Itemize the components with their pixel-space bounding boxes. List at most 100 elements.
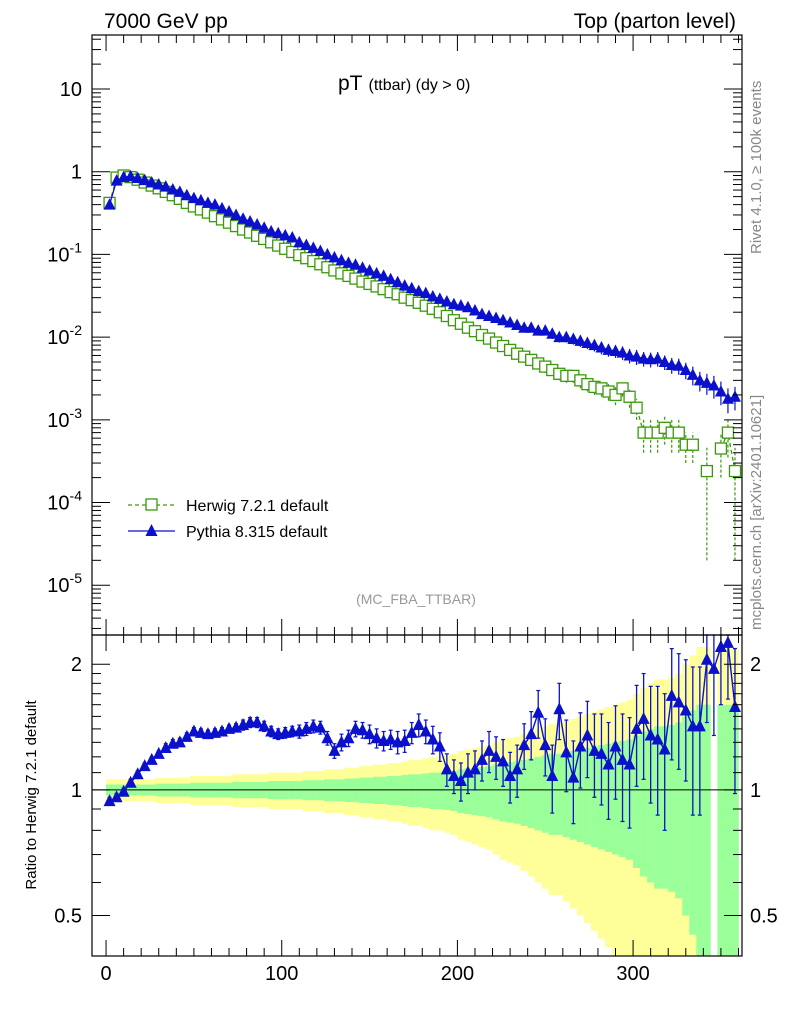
pythia-marker [714, 384, 727, 397]
pythia-marker [208, 198, 221, 210]
band-1sigma [492, 764, 500, 820]
ratio-marker [546, 768, 559, 781]
ratio-marker [623, 757, 636, 770]
pythia-marker [110, 174, 123, 186]
pythia-marker [370, 266, 383, 279]
ratio-marker [356, 723, 369, 736]
header-left: 7000 GeV pp [104, 10, 228, 33]
pythia-marker [419, 286, 432, 299]
ratio-marker [342, 731, 355, 744]
ratio-marker [124, 775, 137, 788]
ratio-marker [405, 725, 418, 738]
band-1sigma [562, 752, 571, 838]
ratio-marker [251, 715, 264, 728]
x-tick-label: 0 [100, 963, 111, 985]
ratio-marker [194, 725, 207, 738]
watermark: (MC_FBA_TTBAR) [356, 591, 476, 607]
ratio-marker [468, 762, 481, 775]
ratio-marker [539, 738, 552, 751]
ratio-marker [553, 702, 566, 715]
ratio-marker [630, 721, 643, 734]
ratio-marker [349, 721, 362, 734]
pythia-marker [103, 198, 116, 210]
ratio-axis-ticks [92, 635, 742, 957]
pythia-marker [152, 178, 165, 190]
pythia-marker [440, 294, 453, 307]
band-1sigma [422, 773, 430, 808]
pythia-marker [567, 332, 580, 344]
ratio-marker [560, 745, 573, 758]
pythia-marker [201, 196, 214, 208]
ratio-marker [159, 740, 172, 753]
herwig-marker [672, 426, 685, 439]
ratio-marker [721, 635, 734, 648]
pythia-marker [651, 352, 664, 364]
ratio-marker [616, 752, 629, 765]
ratio-marker [103, 794, 116, 807]
ratio-marker [461, 765, 474, 778]
herwig-series [103, 169, 742, 561]
main-series-group [103, 169, 742, 561]
pythia-marker [412, 284, 425, 297]
main-y-tick-label: 10 [60, 79, 82, 101]
main-y-tick-label: 10-5 [47, 570, 82, 597]
pythia-marker [131, 171, 144, 183]
pythia-marker [511, 318, 524, 331]
ratio-marker [328, 743, 341, 756]
pythia-marker [384, 272, 397, 285]
ratio-pythia-series [103, 634, 741, 831]
pythia-marker [454, 299, 467, 311]
ratio-marker [258, 719, 271, 732]
main-y-tick-labels: 10-5 10-4 10-3 10-2 10-1 1 10 [47, 79, 82, 597]
pythia-marker [623, 348, 636, 361]
ratio-marker [574, 739, 587, 752]
band-1sigma [408, 774, 416, 807]
ratio-marker [672, 695, 685, 708]
ratio-marker [335, 735, 348, 748]
ratio-marker [265, 724, 278, 737]
ratio-marker [497, 754, 510, 767]
herwig-marker [728, 464, 742, 478]
pythia-marker [490, 311, 503, 324]
pythia-series [103, 169, 741, 414]
ratio-marker [187, 724, 200, 737]
herwig-marker [721, 426, 735, 439]
ratio-marker [525, 727, 538, 740]
pythia-marker [461, 300, 474, 313]
ratio-marker [412, 718, 425, 731]
pythia-marker [194, 193, 207, 206]
band-1sigma [443, 771, 451, 811]
ratio-y-tick-label-left: 0.5 [54, 906, 82, 928]
ratio-marker [714, 639, 727, 652]
pythia-marker [672, 359, 685, 371]
band-1sigma [436, 772, 444, 809]
ratio-marker [518, 738, 531, 751]
pythia-marker [426, 289, 439, 302]
legend-entry-herwig: Herwig 7.2.1 default [128, 498, 329, 515]
pythia-marker [321, 247, 334, 260]
ratio-marker [532, 705, 545, 718]
pythia-marker [356, 261, 369, 273]
band-1sigma [717, 704, 725, 956]
ratio-marker [504, 768, 517, 781]
band-1sigma [689, 710, 697, 935]
ratio-marker [180, 729, 193, 742]
pythia-marker [679, 363, 692, 376]
ratio-marker [567, 770, 580, 783]
band-1sigma [583, 747, 592, 845]
ratio-marker [370, 731, 383, 744]
pythia-marker [307, 241, 320, 253]
pythia-marker [138, 173, 151, 186]
legend-label-herwig: Herwig 7.2.1 default [186, 498, 329, 515]
pythia-marker [539, 324, 552, 336]
pythia-marker [187, 191, 200, 204]
ratio-ylabel: Ratio to Herwig 7.2.1 default [23, 700, 40, 890]
ratio-marker [581, 728, 594, 741]
ratio-marker [693, 719, 706, 732]
band-1sigma [527, 758, 536, 829]
ratio-marker [131, 767, 144, 780]
ratio-marker [700, 652, 713, 665]
ratio-marker [454, 774, 467, 787]
pythia-marker [377, 269, 390, 281]
